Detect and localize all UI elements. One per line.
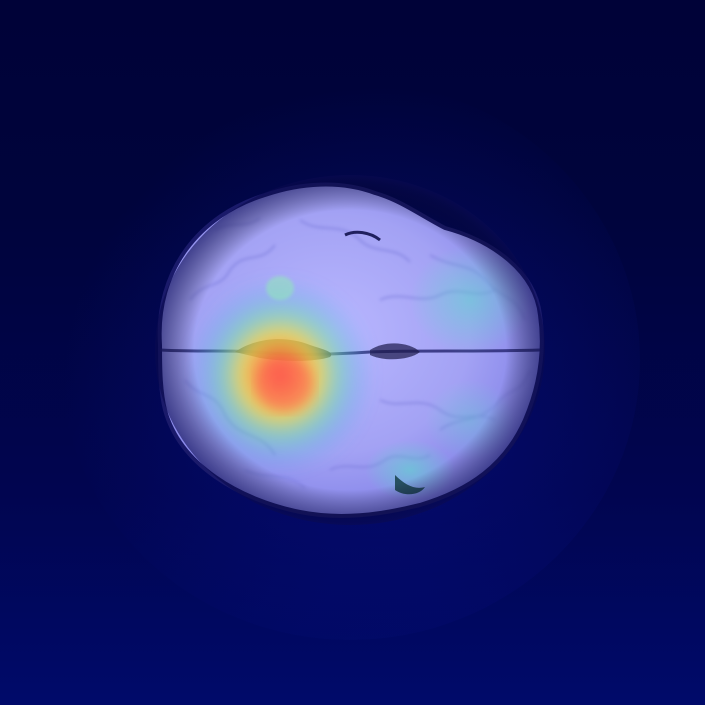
rim-shade <box>155 175 545 525</box>
